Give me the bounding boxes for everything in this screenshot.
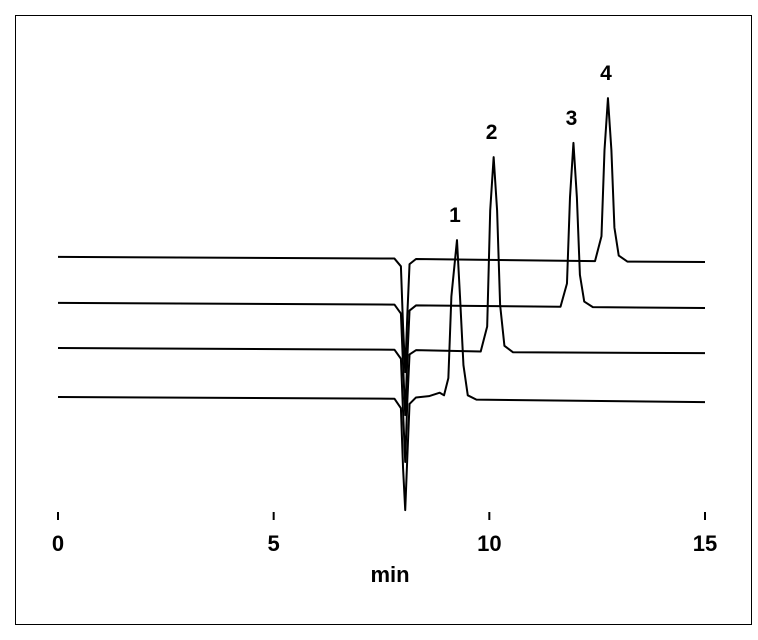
peak-label: 2 [486, 121, 498, 144]
trace [57, 239, 706, 512]
x-tick-label: 0 [52, 531, 64, 556]
trace [57, 97, 706, 374]
x-tick-label: 10 [477, 531, 501, 556]
frame [15, 15, 752, 625]
x-axis-label: min [370, 562, 409, 587]
peak-label: 4 [600, 62, 612, 85]
x-tick-label: 5 [268, 531, 280, 556]
peak-label: 1 [449, 204, 461, 227]
x-tick-label: 15 [693, 531, 717, 556]
trace [57, 156, 706, 463]
peak-label: 3 [566, 107, 578, 130]
trace [57, 141, 706, 417]
